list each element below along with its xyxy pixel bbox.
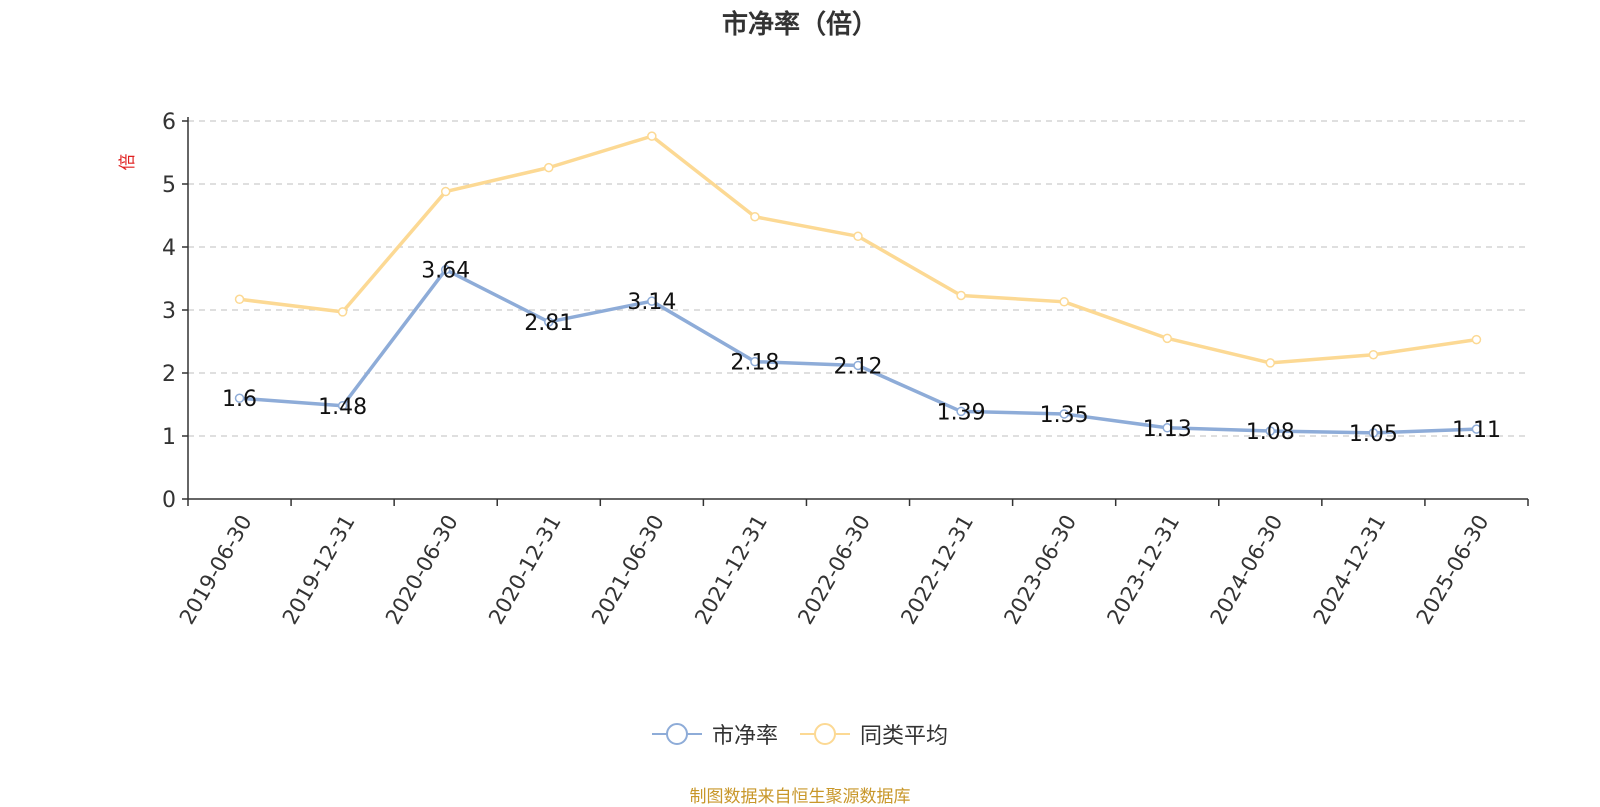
data-point-series-1: [440, 186, 451, 197]
data-point-series-1: [1471, 334, 1482, 345]
source-note: 制图数据来自恒生聚源数据库: [689, 787, 911, 807]
data-label: 2.12: [834, 354, 883, 379]
data-point-series-1: [1368, 349, 1379, 360]
data-point-series-1: [1162, 333, 1172, 344]
legend: 市净率 同类平均: [0, 718, 1600, 750]
legend-label-peer-average: 同类平均: [860, 724, 949, 749]
y-tick-label: 5: [162, 173, 176, 198]
data-point-series-1: [337, 307, 348, 317]
series-points: [234, 131, 1482, 438]
gridlines: [188, 120, 1528, 437]
y-tick-label: 1: [162, 425, 176, 450]
x-tick-label: 2019-06-30: [175, 511, 257, 629]
legend-item-peer-average[interactable]: 同类平均: [800, 718, 948, 750]
x-tick-label: 2023-06-30: [999, 511, 1081, 629]
x-tick-label: 2021-06-30: [587, 511, 669, 629]
data-point-series-0: [1162, 423, 1172, 433]
data-point-series-1: [647, 131, 657, 141]
data-label: 1.13: [1143, 417, 1192, 442]
x-tick-label: 2020-12-31: [484, 511, 566, 629]
data-label: 2.18: [730, 351, 779, 376]
data-label: 1.05: [1349, 422, 1398, 447]
y-tick-label: 3: [162, 299, 176, 324]
data-label: 1.48: [318, 395, 367, 420]
data-point-series-1: [234, 294, 245, 305]
legend-marker-peer-average: [800, 723, 850, 745]
data-point-series-1: [1265, 358, 1276, 368]
x-tick-label: 2021-12-31: [690, 511, 772, 629]
legend-item-pb[interactable]: 市净率: [651, 718, 778, 750]
data-point-series-1: [750, 212, 760, 222]
data-point-series-0: [440, 264, 451, 275]
data-point-series-0: [234, 393, 245, 403]
data-point-series-0: [750, 356, 760, 367]
data-point-series-0: [1471, 424, 1482, 434]
x-tick-label: 2022-06-30: [793, 511, 875, 629]
x-tick-label: 2025-06-30: [1412, 511, 1494, 629]
legend-marker-pb: [651, 723, 702, 745]
chart-title: 市净率（倍）: [721, 10, 878, 40]
data-point-series-0: [647, 296, 657, 306]
data-point-series-0: [544, 317, 554, 327]
series-lines: [239, 134, 1477, 435]
data-label: 1.39: [937, 400, 986, 425]
data-label: 3.14: [627, 290, 676, 315]
data-point-series-1: [956, 290, 966, 301]
series-line-1: [239, 134, 1477, 365]
data-label: 3.64: [421, 259, 470, 284]
x-tick-label: 2024-06-30: [1206, 511, 1288, 629]
data-label: 2.81: [524, 311, 573, 336]
data-point-series-0: [853, 360, 863, 371]
data-labels: 1.6 1.48 3.64 2.81 3.14 2.18 2.12 1.39 1.35 1.13 1…: [222, 259, 1501, 447]
y-tick-label: 2: [162, 362, 176, 387]
data-point-series-0: [956, 406, 966, 417]
data-label: 1.6: [222, 387, 257, 412]
y-tick-label: 0: [162, 488, 176, 513]
x-tick-label: 2023-12-31: [1102, 511, 1184, 629]
x-tick-label: 2024-12-31: [1309, 511, 1391, 629]
y-axis-label: 倍: [118, 154, 138, 171]
data-label: 1.35: [1040, 403, 1089, 428]
x-tick-label: 2020-06-30: [381, 511, 463, 629]
data-point-series-1: [1059, 297, 1069, 307]
y-tick-label: 6: [162, 110, 176, 135]
data-point-series-0: [337, 401, 348, 411]
data-point-series-0: [1368, 428, 1379, 438]
line-chart: 0 1 2 3 4 5 6 2019-06-30 2019-12-31 2020-06-30 202…: [118, 110, 1529, 629]
data-label: 1.08: [1246, 420, 1295, 445]
data-point-series-1: [853, 231, 863, 242]
series-line-0: [239, 267, 1477, 435]
data-point-series-1: [544, 162, 554, 173]
legend-label-pb: 市净率: [711, 724, 778, 749]
x-tick-label: 2019-12-31: [278, 511, 360, 629]
y-tick-label: 4: [162, 236, 176, 261]
data-label: 1.11: [1452, 418, 1501, 443]
data-point-series-0: [1059, 409, 1069, 419]
x-tick-label: 2022-12-31: [896, 511, 978, 629]
data-point-series-0: [1265, 426, 1276, 436]
